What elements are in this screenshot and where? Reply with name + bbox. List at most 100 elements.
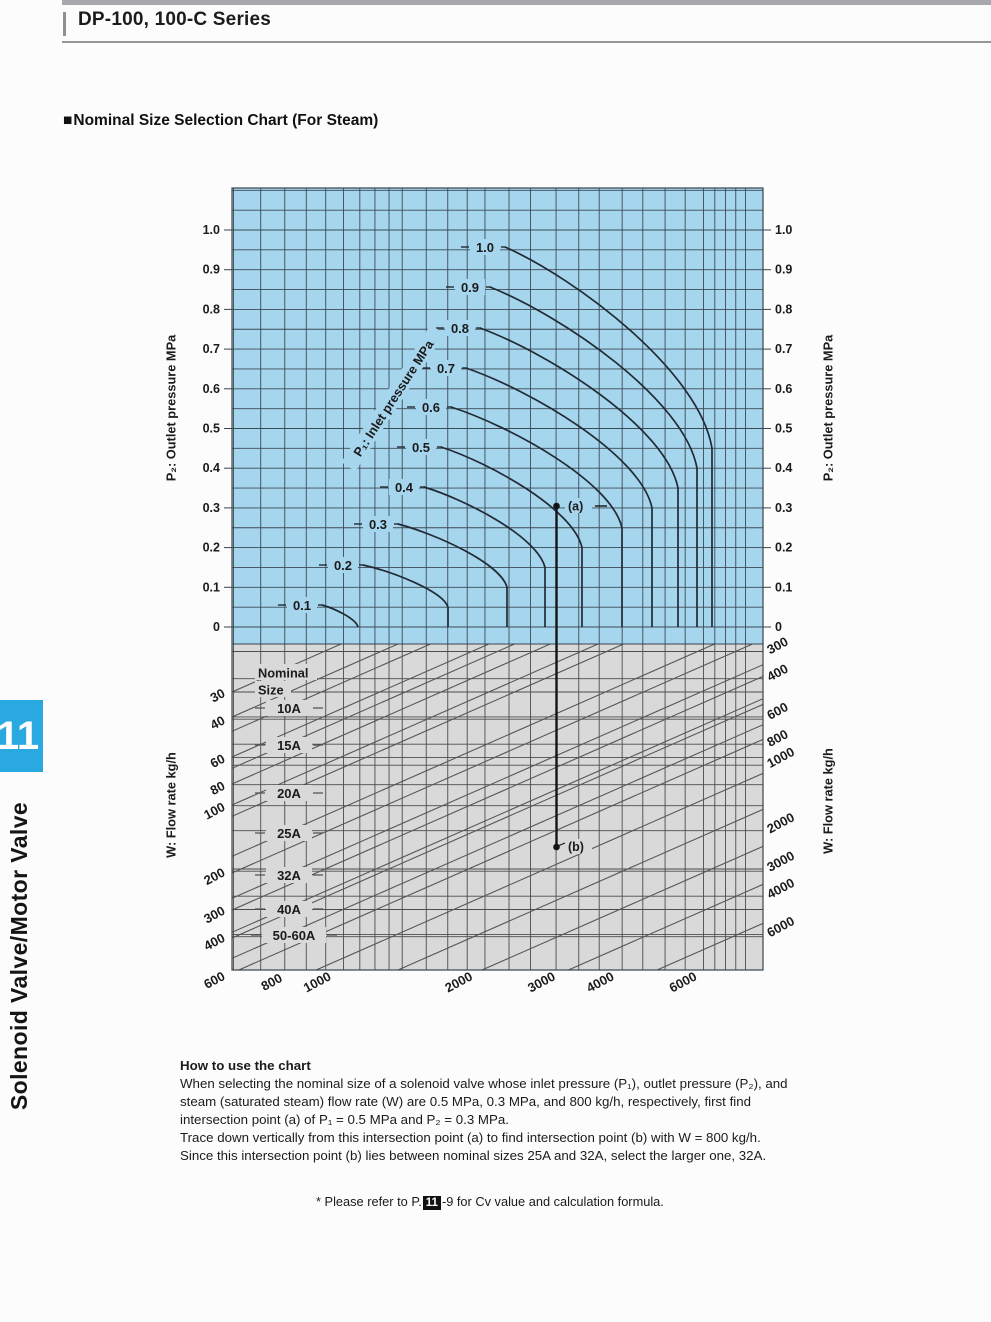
- nominal-size-labels: Nominal Size 10A 15A 20A 25A 32A 40A 50-60A: [251, 664, 337, 943]
- point-b-label: (b): [568, 840, 584, 854]
- p2-tick-left: 0.2: [203, 541, 220, 555]
- flow-tick-right: 1000: [764, 744, 797, 771]
- section-marker-icon: ■: [63, 112, 73, 129]
- p2-tick-right: 0: [775, 620, 782, 634]
- p1-curve-label-0.3: 0.3: [369, 517, 387, 532]
- nominal-size-label-20A: 20A: [277, 786, 301, 801]
- flow-tick-bottom: 1000: [301, 969, 334, 996]
- flow-tick-left: 200: [201, 865, 227, 888]
- p2-tick-right: 0.9: [775, 263, 792, 277]
- p1-curve-label-0.1: 0.1: [293, 598, 311, 613]
- p2-tick-right: 0.8: [775, 302, 792, 316]
- p2-tick-right: 0.6: [775, 382, 792, 396]
- flow-tick-left: 30: [208, 685, 228, 705]
- flow-tick-bottom: 800: [259, 970, 285, 993]
- nominal-size-label-50-60A: 50-60A: [273, 928, 316, 943]
- flow-tick-bottom: 6000: [667, 969, 700, 996]
- how-to-line: Trace down vertically from this intersec…: [180, 1130, 761, 1145]
- p2-tick-left: 0.1: [203, 580, 220, 594]
- p1-curve-label-0.4: 0.4: [395, 480, 414, 495]
- p2-tick-left: 0.9: [203, 263, 220, 277]
- how-to-line: intersection point (a) of P₁ = 0.5 MPa a…: [180, 1112, 509, 1127]
- flow-tick-bottom: 2000: [442, 969, 475, 996]
- flow-tick-right: 4000: [764, 875, 797, 902]
- lower-panel-bg: [232, 644, 763, 970]
- p2-tick-right: 0.7: [775, 342, 792, 356]
- p2-axis-title-right: P₂: Outlet pressure MPa: [821, 334, 836, 481]
- how-to-line: When selecting the nominal size of a sol…: [180, 1076, 788, 1091]
- section-title: ■Nominal Size Selection Chart (For Steam…: [63, 112, 378, 130]
- p2-tick-right: 0.2: [775, 541, 792, 555]
- flow-axis-title-right: W: Flow rate kg/h: [821, 748, 836, 854]
- nominal-size-label-40A: 40A: [277, 902, 301, 917]
- flow-tick-right: 400: [764, 661, 790, 684]
- p2-tick-left: 0: [213, 620, 220, 634]
- footnote: * Please refer to P. 11 -9 for Cv value an…: [316, 1194, 664, 1210]
- flow-axis-bottom-ticks: 800 1000 2000 3000 4000 6000: [259, 969, 700, 996]
- how-to-heading: How to use the chart: [180, 1058, 311, 1073]
- p2-axis-title-left: P₂: Outlet pressure MPa: [164, 334, 179, 481]
- p1-pressure-curves: [321, 246, 713, 628]
- p2-tick-left: 0.3: [203, 501, 220, 515]
- flow-tick-left: 600: [201, 968, 227, 991]
- flow-tick-right: 6000: [764, 913, 797, 940]
- chapter-label: Solenoid Valve/Motor Valve: [6, 801, 32, 1111]
- p2-tick-left: 1.0: [203, 223, 220, 237]
- footnote-suffix: -9 for Cv value and calculation formula.: [441, 1194, 664, 1209]
- flow-tick-bottom: 4000: [584, 969, 617, 996]
- selection-chart-svg: 0.10.20.30.40.50.60.70.80.91.0 P₁: Inlet…: [164, 187, 836, 996]
- section-title-text: Nominal Size Selection Chart (For Steam): [73, 112, 379, 129]
- flow-tick-bottom: 3000: [525, 969, 558, 996]
- flow-tick-right: 2000: [764, 810, 797, 837]
- page-top-bar: [62, 0, 991, 5]
- flow-tick-left: 400: [201, 930, 227, 953]
- p1-curve-label-0.7: 0.7: [437, 361, 455, 376]
- footnote-page-badge: 11: [422, 1196, 441, 1210]
- flow-tick-left: 40: [208, 713, 228, 733]
- flow-axis-title-left: W: Flow rate kg/h: [164, 752, 179, 858]
- flow-tick-left: 300: [201, 903, 227, 926]
- series-title: DP-100, 100-C Series: [78, 9, 272, 30]
- p1-curve-label-0.5: 0.5: [412, 440, 430, 455]
- nominal-size-label-25A: 25A: [277, 826, 301, 841]
- p1-curve-label-0.9: 0.9: [461, 280, 479, 295]
- point-a-label: (a): [568, 500, 583, 514]
- p1-curve-labels: 0.1 0.2 0.3 0.4 0.5 0.6 0.7 0.8 0.9 1.0: [278, 239, 506, 613]
- p2-tick-right: 0.4: [775, 461, 792, 475]
- example-trace: (a) (b): [553, 498, 607, 854]
- chapter-tab-badge: 11: [0, 700, 43, 772]
- how-to-line: Since this intersection point (b) lies b…: [180, 1148, 767, 1163]
- chapter-number: 11: [0, 713, 40, 758]
- chart-frame: [231, 187, 764, 971]
- upper-panel-bg: [232, 188, 763, 644]
- nominal-size-header: Size: [258, 683, 284, 698]
- p1-curve-label-0.6: 0.6: [422, 400, 440, 415]
- header-accent-bar: [63, 12, 66, 36]
- p2-tick-right: 1.0: [775, 223, 792, 237]
- nominal-size-header: Nominal: [258, 666, 308, 681]
- flow-tick-left: 80: [208, 778, 228, 798]
- p2-tick-left: 0.5: [203, 422, 220, 436]
- nominal-size-label-32A: 32A: [277, 868, 301, 883]
- p2-tick-right: 0.1: [775, 580, 792, 594]
- nominal-size-diagonals: [232, 644, 763, 970]
- p2-tick-right: 0.3: [775, 501, 792, 515]
- p2-axis-ticks: 1.0 1.0 0.9 0.9 0.8 0.8 0.7 0.7 0.6 0.6 0.5 0.5 0.4 0…: [203, 223, 793, 634]
- footnote-prefix: * Please refer to P.: [316, 1194, 422, 1209]
- p2-tick-right: 0.5: [775, 422, 792, 436]
- p2-tick-left: 0.4: [203, 461, 220, 475]
- flow-tick-right: 300: [764, 634, 790, 657]
- header-rule: [62, 41, 991, 43]
- p1-curve-label-0.2: 0.2: [334, 558, 352, 573]
- p2-tick-left: 0.8: [203, 302, 220, 316]
- nominal-size-selection-chart: 0.1 0.2 0.3 0.4 0.5 0.6 0.7 0.8 0.9 1.0 P₁: Inlet…: [150, 160, 860, 1010]
- flow-tick-left: 100: [201, 799, 227, 822]
- how-to-line: steam (saturated steam) flow rate (W) ar…: [180, 1094, 752, 1109]
- p2-tick-left: 0.7: [203, 342, 220, 356]
- nominal-size-label-15A: 15A: [277, 738, 301, 753]
- p1-curve-label-0.8: 0.8: [451, 321, 469, 336]
- flow-tick-right: 3000: [764, 848, 797, 875]
